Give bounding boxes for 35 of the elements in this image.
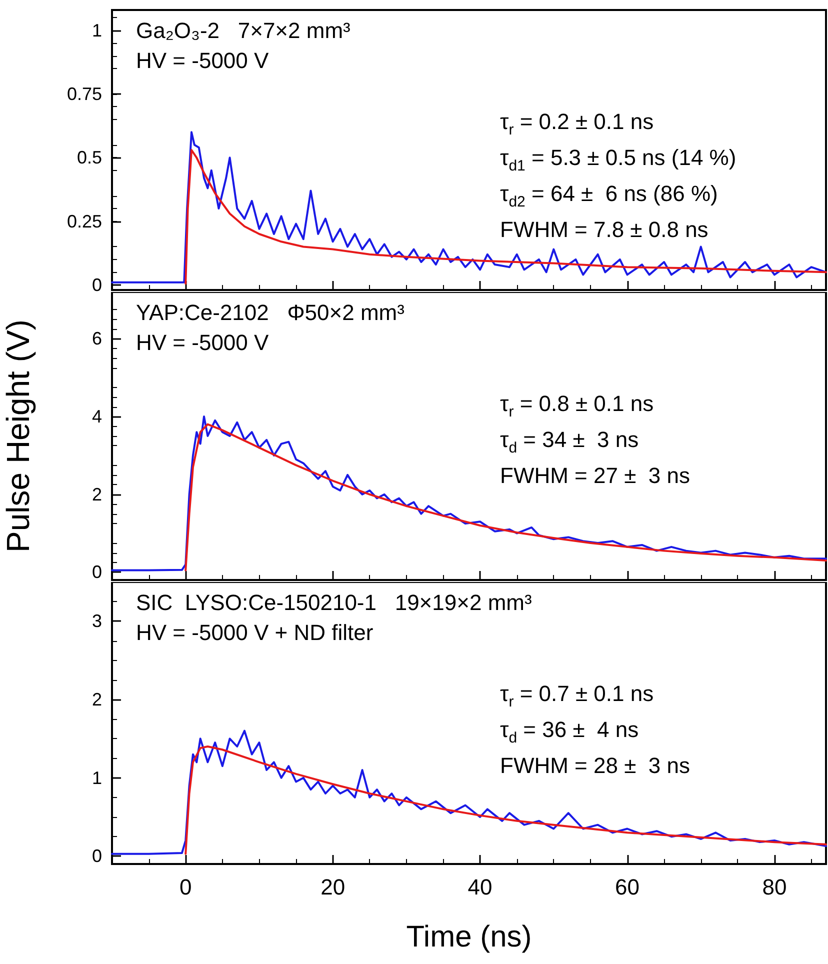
annotation: τ$_{d2}$ = 64 ± 6 ns (86 %) <box>500 181 718 210</box>
y-axis-title: Pulse Height (V) <box>0 320 36 552</box>
y-tick-label: 2 <box>92 484 102 504</box>
annotation: FWHM = 7.8 ± 0.8 ns <box>500 216 708 244</box>
line-series <box>184 746 827 855</box>
y-tick-label: 0 <box>92 274 102 295</box>
annotation: τ$_{r}$ = 0.2 ± 0.1 ns <box>500 109 654 138</box>
annotation: τ$_{d}$ = 36 ± 4 ns <box>500 717 639 746</box>
x-tick-label: 20 <box>320 874 346 900</box>
annotation: YAP:Ce-2102 Φ50×2 mm³ HV = -5000 V <box>136 299 404 357</box>
y-tick-label: 6 <box>92 328 102 349</box>
x-tick-label: 0 <box>179 874 192 900</box>
y-tick-label: 0.25 <box>66 211 102 232</box>
x-tick-label: 40 <box>468 874 492 900</box>
y-tick-label: 0.75 <box>66 84 102 104</box>
y-tick-label: 0.5 <box>76 148 102 168</box>
annotation: τ$_{r}$ = 0.7 ± 0.1 ns <box>500 681 654 710</box>
annotation: Ga₂O₃-2 7×7×2 mm³ HV = -5000 V <box>136 17 350 75</box>
x-tick-label: 60 <box>615 874 640 900</box>
annotation: FWHM = 27 ± 3 ns <box>500 462 690 490</box>
y-tick-label: 3 <box>92 611 102 632</box>
line-series <box>184 149 827 285</box>
y-tick-label: 1 <box>92 768 102 788</box>
y-tick-label: 0 <box>92 562 102 582</box>
y-tick-label: 1 <box>92 20 102 40</box>
y-tick-label: 2 <box>92 690 102 710</box>
annotation: τ$_{d1}$ = 5.3 ± 0.5 ns (14 %) <box>500 145 736 174</box>
annotation: τ$_{r}$ = 0.8 ± 0.1 ns <box>500 391 654 420</box>
annotation: FWHM = 28 ± 3 ns <box>500 752 690 780</box>
x-axis-title: Time (ns) <box>406 920 532 954</box>
annotation: SIC LYSO:Ce-150210-1 19×19×2 mm³ HV = -5000 V + ND filter <box>136 589 532 647</box>
annotation: τ$_{d}$ = 34 ± 3 ns <box>500 427 639 456</box>
y-tick-label: 0 <box>92 846 102 866</box>
x-tick-label: 80 <box>762 874 787 900</box>
y-tick-label: 4 <box>92 406 102 427</box>
